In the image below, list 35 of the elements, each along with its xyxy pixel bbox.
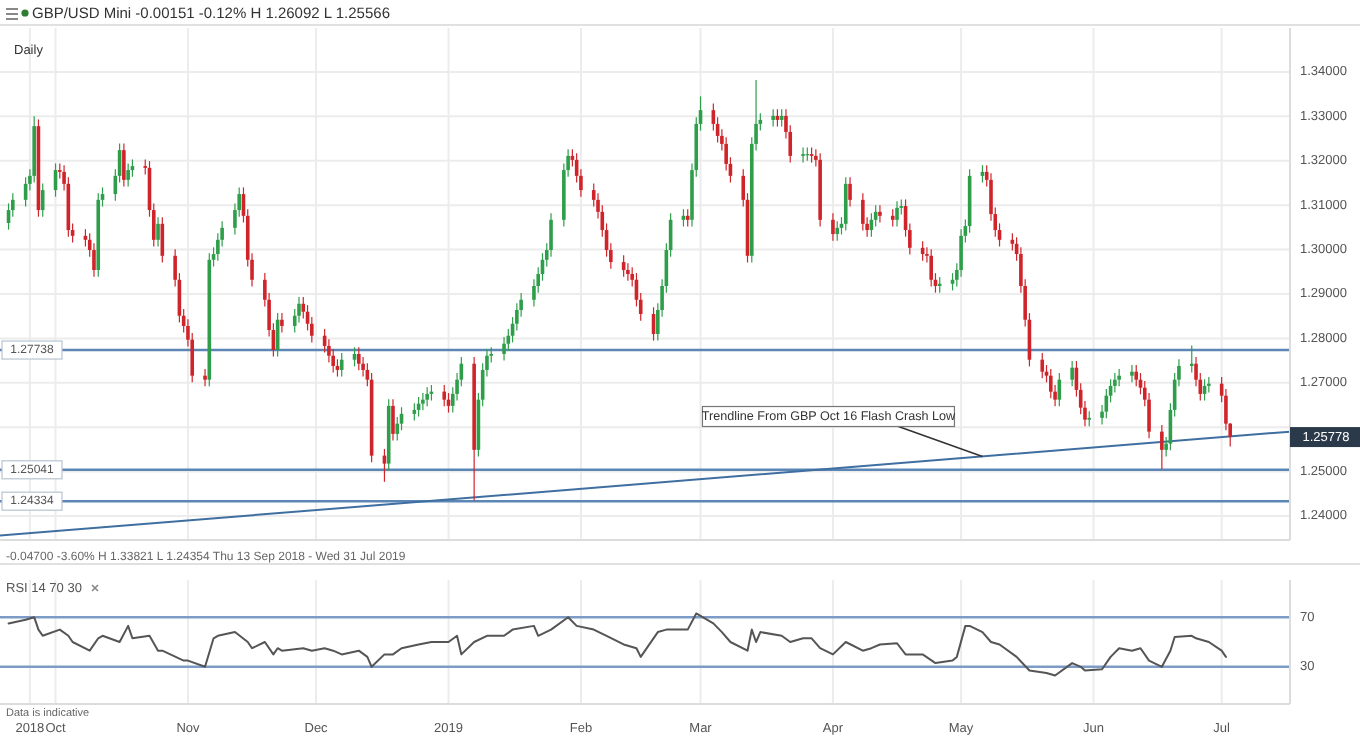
candlestick <box>280 312 284 334</box>
candlestick <box>40 182 45 218</box>
candlestick <box>1113 372 1117 394</box>
candlestick <box>391 398 395 442</box>
candlestick <box>425 386 429 407</box>
candlestick <box>878 204 882 224</box>
candlestick <box>357 346 361 371</box>
candlestick <box>1117 368 1121 387</box>
candlestick <box>1189 344 1194 374</box>
candlestick <box>502 336 506 362</box>
candlestick <box>848 176 852 208</box>
candlestick <box>831 212 835 242</box>
candlestick <box>771 108 775 128</box>
line-series <box>7 612 1227 677</box>
candlestick <box>1134 364 1139 387</box>
candlestick <box>1040 352 1045 379</box>
candlestick <box>442 384 447 407</box>
candlestick <box>122 142 126 188</box>
candlestick <box>929 248 933 288</box>
candlestick <box>1070 360 1074 387</box>
candlestick <box>861 192 865 232</box>
candlestick <box>126 162 130 188</box>
candlestick <box>1048 368 1053 399</box>
candlestick <box>203 368 207 387</box>
candlestick <box>1130 364 1134 383</box>
candlestick <box>835 220 840 242</box>
candlestick <box>156 216 160 248</box>
candlestick <box>421 392 425 411</box>
candlestick <box>843 176 848 232</box>
candlestick <box>895 200 899 228</box>
candlestick <box>1160 424 1164 470</box>
candlestick <box>626 262 630 282</box>
candlestick <box>339 352 344 378</box>
candlestick <box>801 146 805 164</box>
candlestick <box>549 212 553 258</box>
